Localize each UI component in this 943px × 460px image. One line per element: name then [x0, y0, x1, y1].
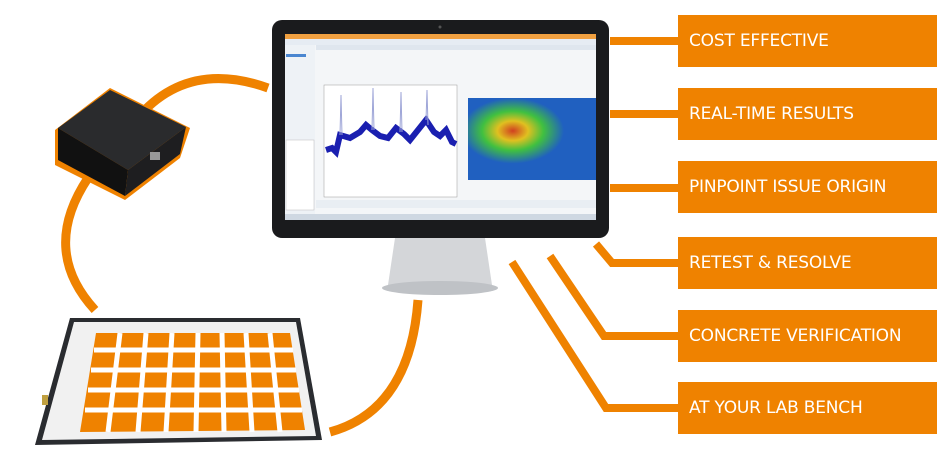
sensor-grid-board [35, 318, 322, 445]
monitor-stand [382, 238, 498, 295]
feature-retest-resolve: RETEST & RESOLVE [678, 237, 937, 289]
feature-cost-effective: COST EFFECTIVE [678, 15, 937, 67]
feature-pinpoint-issue-origin: PINPOINT ISSUE ORIGIN [678, 161, 937, 213]
arc-device-board [61, 175, 99, 314]
feature-real-time-results: REAL-TIME RESULTS [678, 88, 937, 140]
monitor [272, 20, 609, 238]
feature-concrete-verification: CONCRETE VERIFICATION [678, 310, 937, 362]
arc-device-monitor [136, 74, 270, 119]
feature-connectors [508, 37, 678, 412]
arc-board-monitor [328, 299, 423, 437]
sensor-reader-device [55, 88, 190, 200]
feature-at-your-lab-bench: AT YOUR LAB BENCH [678, 382, 937, 434]
